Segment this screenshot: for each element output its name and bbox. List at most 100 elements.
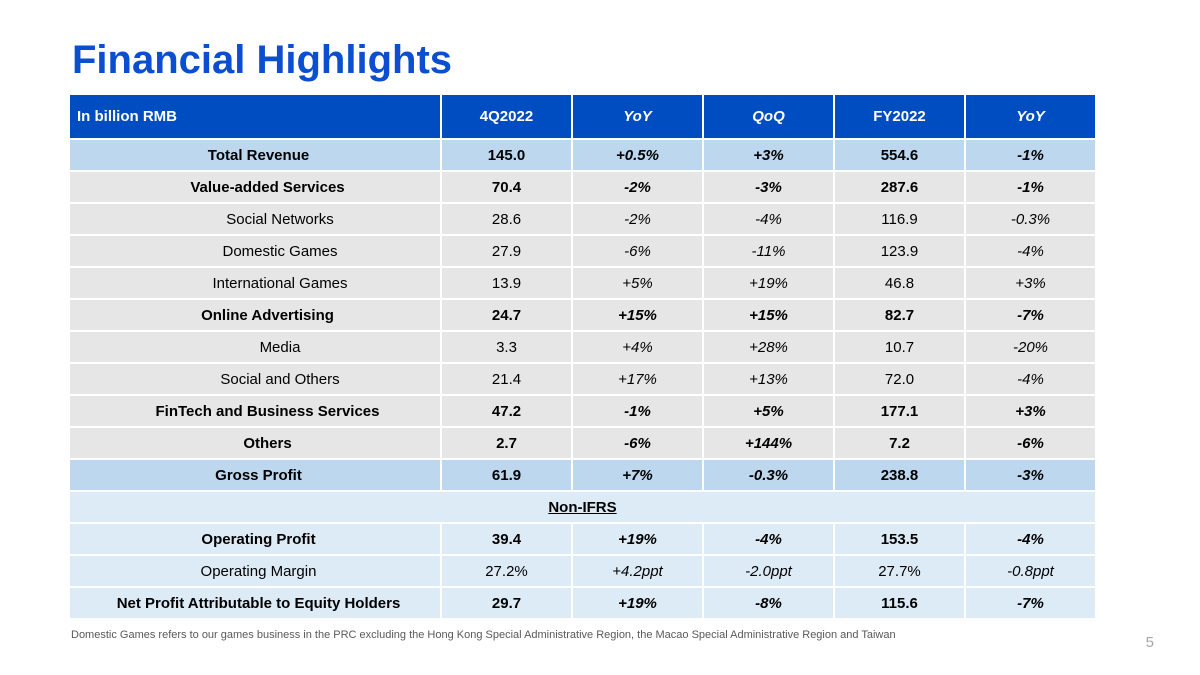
table-header-row: In billion RMB 4Q2022 YoY QoQ FY2022 YoY <box>68 93 1097 140</box>
cell-yoy-quarter: +0.5% <box>571 138 704 172</box>
row-label: Online Advertising <box>68 298 442 332</box>
row-label: Value-added Services <box>68 170 442 204</box>
row-total-revenue: Total Revenue 145.0 +0.5% +3% 554.6 -1% <box>68 138 1097 172</box>
row-label: Net Profit Attributable to Equity Holder… <box>68 586 442 620</box>
cell-qoq: +3% <box>702 138 835 172</box>
cell-yoy-quarter: +15% <box>571 298 704 332</box>
cell-4q2022: 145.0 <box>440 138 573 172</box>
cell-fy2022: 27.7% <box>833 554 966 588</box>
row-label: Social and Others <box>68 362 442 396</box>
cell-4q2022: 27.9 <box>440 234 573 268</box>
cell-qoq: -3% <box>702 170 835 204</box>
row-others: Others 2.7 -6% +144% 7.2 -6% <box>68 426 1097 460</box>
cell-4q2022: 70.4 <box>440 170 573 204</box>
cell-qoq: +144% <box>702 426 835 460</box>
cell-yoy-year: -4% <box>964 522 1097 556</box>
header-4q2022: 4Q2022 <box>440 93 573 140</box>
row-label: Domestic Games <box>68 234 442 268</box>
row-label: Total Revenue <box>68 138 442 172</box>
cell-fy2022: 82.7 <box>833 298 966 332</box>
page-number: 5 <box>1145 634 1154 651</box>
row-net-profit: Net Profit Attributable to Equity Holder… <box>68 586 1097 620</box>
page-title: Financial Highlights <box>72 38 453 82</box>
cell-4q2022: 28.6 <box>440 202 573 236</box>
cell-yoy-year: +3% <box>964 266 1097 300</box>
cell-yoy-year: -7% <box>964 586 1097 620</box>
cell-fy2022: 10.7 <box>833 330 966 364</box>
cell-4q2022: 2.7 <box>440 426 573 460</box>
cell-yoy-quarter: +5% <box>571 266 704 300</box>
row-media: Media 3.3 +4% +28% 10.7 -20% <box>68 330 1097 364</box>
cell-yoy-quarter: +7% <box>571 458 704 492</box>
row-value-added-services: Value-added Services 70.4 -2% -3% 287.6 … <box>68 170 1097 204</box>
cell-fy2022: 115.6 <box>833 586 966 620</box>
cell-fy2022: 177.1 <box>833 394 966 428</box>
row-label: Operating Profit <box>68 522 442 556</box>
cell-qoq: +13% <box>702 362 835 396</box>
row-online-advertising: Online Advertising 24.7 +15% +15% 82.7 -… <box>68 298 1097 332</box>
cell-4q2022: 3.3 <box>440 330 573 364</box>
cell-fy2022: 238.8 <box>833 458 966 492</box>
cell-qoq: -0.3% <box>702 458 835 492</box>
row-operating-margin: Operating Margin 27.2% +4.2ppt -2.0ppt 2… <box>68 554 1097 588</box>
cell-4q2022: 24.7 <box>440 298 573 332</box>
cell-fy2022: 554.6 <box>833 138 966 172</box>
cell-yoy-year: +3% <box>964 394 1097 428</box>
cell-fy2022: 46.8 <box>833 266 966 300</box>
row-gross-profit: Gross Profit 61.9 +7% -0.3% 238.8 -3% <box>68 458 1097 492</box>
cell-fy2022: 72.0 <box>833 362 966 396</box>
cell-qoq: +28% <box>702 330 835 364</box>
cell-yoy-quarter: +4% <box>571 330 704 364</box>
cell-qoq: +19% <box>702 266 835 300</box>
row-social-and-others: Social and Others 21.4 +17% +13% 72.0 -4… <box>68 362 1097 396</box>
footnote: Domestic Games refers to our games busin… <box>71 629 896 641</box>
cell-yoy-quarter: +19% <box>571 586 704 620</box>
header-unit: In billion RMB <box>68 93 442 140</box>
row-label: International Games <box>68 266 442 300</box>
cell-yoy-year: -4% <box>964 234 1097 268</box>
row-social-networks: Social Networks 28.6 -2% -4% 116.9 -0.3% <box>68 202 1097 236</box>
cell-yoy-quarter: +17% <box>571 362 704 396</box>
header-fy2022: FY2022 <box>833 93 966 140</box>
cell-qoq: -4% <box>702 522 835 556</box>
cell-fy2022: 287.6 <box>833 170 966 204</box>
cell-yoy-year: -6% <box>964 426 1097 460</box>
row-non-ifrs-section: Non-IFRS <box>68 490 1097 524</box>
cell-yoy-year: -3% <box>964 458 1097 492</box>
cell-4q2022: 39.4 <box>440 522 573 556</box>
cell-4q2022: 13.9 <box>440 266 573 300</box>
row-domestic-games: Domestic Games 27.9 -6% -11% 123.9 -4% <box>68 234 1097 268</box>
cell-4q2022: 21.4 <box>440 362 573 396</box>
cell-yoy-quarter: -6% <box>571 234 704 268</box>
cell-fy2022: 123.9 <box>833 234 966 268</box>
row-label: Operating Margin <box>68 554 442 588</box>
cell-yoy-year: -1% <box>964 138 1097 172</box>
cell-yoy-quarter: -6% <box>571 426 704 460</box>
cell-4q2022: 47.2 <box>440 394 573 428</box>
non-ifrs-section-label: Non-IFRS <box>68 490 1097 524</box>
cell-yoy-quarter: -2% <box>571 170 704 204</box>
financial-highlights-table: In billion RMB 4Q2022 YoY QoQ FY2022 YoY… <box>68 93 1097 620</box>
row-fintech-business-services: FinTech and Business Services 47.2 -1% +… <box>68 394 1097 428</box>
cell-fy2022: 7.2 <box>833 426 966 460</box>
cell-qoq: -4% <box>702 202 835 236</box>
cell-qoq: -8% <box>702 586 835 620</box>
row-label: FinTech and Business Services <box>68 394 442 428</box>
cell-yoy-year: -7% <box>964 298 1097 332</box>
cell-yoy-year: -0.3% <box>964 202 1097 236</box>
cell-qoq: -2.0ppt <box>702 554 835 588</box>
cell-fy2022: 116.9 <box>833 202 966 236</box>
cell-yoy-quarter: -1% <box>571 394 704 428</box>
cell-yoy-year: -1% <box>964 170 1097 204</box>
cell-qoq: -11% <box>702 234 835 268</box>
row-label: Social Networks <box>68 202 442 236</box>
row-label: Gross Profit <box>68 458 442 492</box>
row-international-games: International Games 13.9 +5% +19% 46.8 +… <box>68 266 1097 300</box>
cell-4q2022: 29.7 <box>440 586 573 620</box>
cell-yoy-quarter: +19% <box>571 522 704 556</box>
row-label: Media <box>68 330 442 364</box>
header-yoy-year: YoY <box>964 93 1097 140</box>
cell-yoy-quarter: +4.2ppt <box>571 554 704 588</box>
cell-fy2022: 153.5 <box>833 522 966 556</box>
cell-yoy-year: -4% <box>964 362 1097 396</box>
